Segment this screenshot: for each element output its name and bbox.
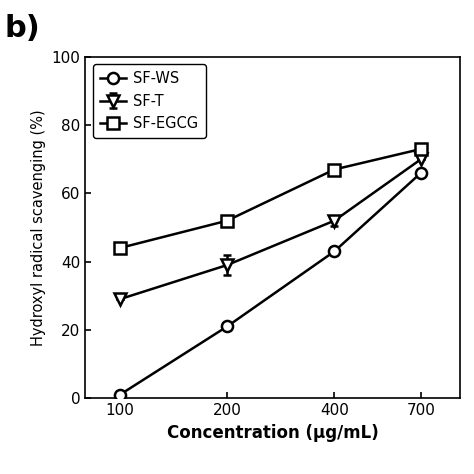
Legend: SF-WS, SF-T, SF-EGCG: SF-WS, SF-T, SF-EGCG [92, 64, 206, 138]
Y-axis label: Hydroxyl radical scavenging (%): Hydroxyl radical scavenging (%) [31, 109, 46, 346]
Text: b): b) [5, 14, 40, 43]
X-axis label: Concentration (μg/mL): Concentration (μg/mL) [167, 424, 378, 442]
